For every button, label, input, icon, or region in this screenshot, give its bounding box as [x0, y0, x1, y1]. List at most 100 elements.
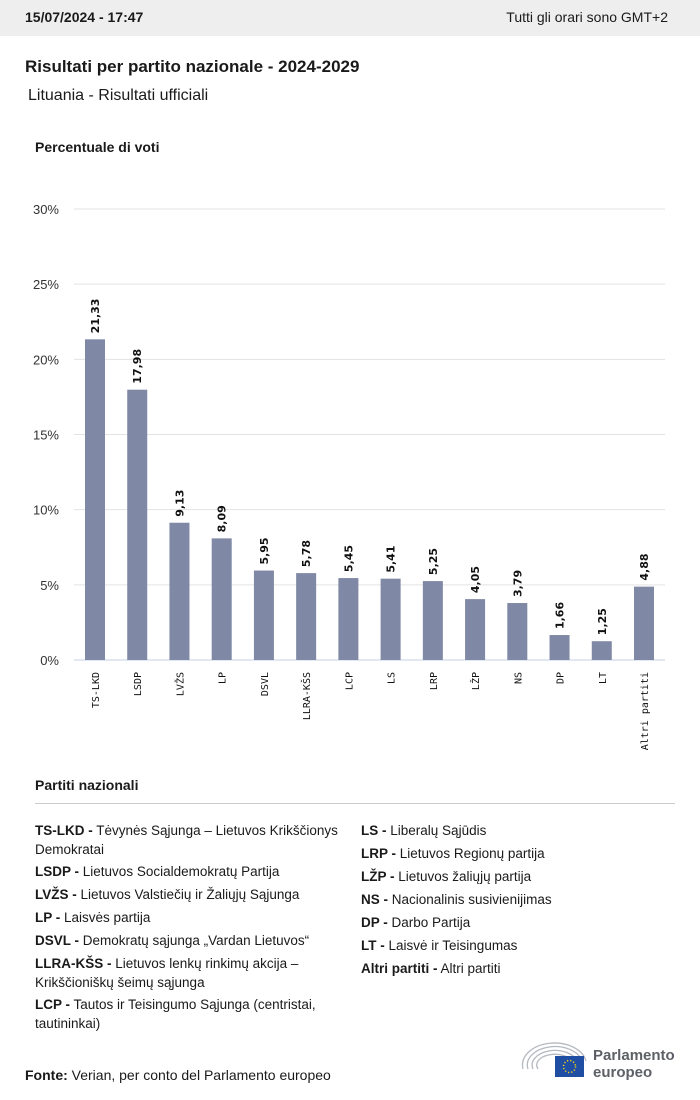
legend-name: Tautos ir Teisingumo Sąjunga (centristai… [35, 997, 316, 1031]
legend-item: TS-LKD - Tėvynės Sąjunga – Lietuvos Krik… [35, 821, 350, 859]
legend-abbr: DP - [361, 915, 388, 930]
legend-abbr: LP - [35, 910, 61, 925]
y-axis-label: Percentuale di voti [35, 139, 160, 155]
legend-name: Tėvynės Sąjunga – Lietuvos Krikščionys D… [35, 823, 338, 857]
x-tick-label: LLRA-KŠS [300, 672, 313, 720]
bar [380, 578, 401, 660]
x-tick-label: LSDP [133, 672, 144, 696]
legend-abbr: LS - [361, 823, 387, 838]
x-tick-label: Altri partiti [640, 672, 651, 750]
legend-name: Lietuvos Regionų partija [399, 846, 545, 861]
logo-text: europeo [593, 1064, 653, 1081]
parliament-hemicycle-icon [521, 1042, 587, 1077]
data-label: 8,09 [216, 505, 229, 532]
data-label: 21,33 [89, 299, 102, 334]
legend-item: LVŽS - Lietuvos Valstiečių ir Žaliųjų Są… [35, 885, 350, 904]
x-tick-label: DSVL [260, 672, 271, 696]
legend-abbr: LLRA-KŠS - [35, 956, 112, 971]
data-label: 4,88 [638, 553, 651, 580]
data-label: 5,95 [258, 537, 271, 564]
legend-divider [35, 803, 675, 804]
x-tick-label: LVŽS [173, 672, 186, 696]
timezone-note: Tutti gli orari sono GMT+2 [506, 9, 668, 25]
y-tick-label: 5% [40, 578, 59, 593]
legend-item: LRP - Lietuvos Regionų partija [361, 844, 661, 863]
y-tick-label: 15% [33, 428, 59, 443]
legend-abbr: LCP - [35, 997, 71, 1012]
bar [127, 389, 148, 660]
legend-name: Darbo Partija [391, 915, 471, 930]
legend-item: LŽP - Lietuvos žaliųjų partija [361, 867, 661, 886]
legend-item: LSDP - Lietuvos Socialdemokratų Partija [35, 862, 350, 881]
bar [253, 570, 274, 660]
y-tick-label: 20% [33, 352, 59, 367]
ep-logo: Parlamento europeo [520, 1041, 680, 1081]
legend-item: DP - Darbo Partija [361, 913, 661, 932]
legend-abbr: Altri partiti - [361, 961, 438, 976]
datetime: 15/07/2024 - 17:47 [25, 9, 144, 25]
page-title: Risultati per partito nazionale - 2024-2… [25, 57, 360, 76]
y-tick-label: 0% [40, 653, 59, 668]
source-label: Fonte: [25, 1067, 68, 1083]
legend-item: LT - Laisvė ir Teisingumas [361, 936, 661, 955]
legend-item: LP - Laisvės partija [35, 908, 350, 927]
legend-item: LLRA-KŠS - Lietuvos lenkų rinkimų akcija… [35, 954, 350, 992]
x-tick-label: LCP [344, 672, 355, 690]
page-subtitle: Lituania - Risultati ufficiali [28, 87, 209, 104]
source-note: Fonte: Verian, per conto del Parlamento … [25, 1067, 331, 1083]
legend-abbr: LRP - [361, 846, 397, 861]
data-label: 5,25 [427, 548, 440, 575]
data-label: 5,78 [300, 540, 313, 567]
legend-name: Nacionalinis susivienijimas [391, 892, 552, 907]
legend-item: LS - Liberalų Sąjūdis [361, 821, 661, 840]
legend-abbr: DSVL - [35, 933, 80, 948]
data-label: 4,05 [469, 566, 482, 593]
logo-text: Parlamento [593, 1047, 675, 1064]
bar [465, 599, 486, 660]
legend-item: DSVL - Demokratų sąjunga „Vardan Lietuvo… [35, 931, 350, 950]
legend-abbr: LT - [361, 938, 385, 953]
data-label: 17,98 [131, 349, 144, 384]
legend-item: Altri partiti - Altri partiti [361, 959, 661, 978]
bar-chart: 0%5%10%15%20%25%30%21,33TS-LKD17,98LSDP9… [33, 202, 665, 750]
data-label: 5,41 [385, 546, 398, 573]
x-tick-label: NS [513, 672, 524, 684]
legend-name: Lietuvos lenkų rinkimų akcija – Krikščio… [35, 956, 299, 990]
data-label: 1,66 [554, 602, 567, 629]
bar [422, 581, 443, 660]
y-tick-label: 10% [33, 503, 59, 518]
legend-name: Laisvė ir Teisingumas [388, 938, 518, 953]
legend-title: Partiti nazionali [35, 777, 139, 793]
bar [169, 522, 190, 660]
bar [507, 603, 528, 660]
legend-name: Lietuvos Valstiečių ir Žaliųjų Sąjunga [80, 887, 300, 902]
legend-abbr: LSDP - [35, 864, 80, 879]
x-tick-label: LP [218, 672, 229, 684]
legend-abbr: TS-LKD - [35, 823, 93, 838]
x-tick-label: LT [598, 672, 609, 684]
legend-abbr: LVŽS - [35, 887, 77, 902]
legend-name: Laisvės partija [64, 910, 151, 925]
legend-abbr: NS - [361, 892, 388, 907]
legend-name: Liberalų Sąjūdis [390, 823, 487, 838]
legend-item: NS - Nacionalinis susivienijimas [361, 890, 661, 909]
x-tick-label: LRP [429, 672, 440, 690]
legend-item: LCP - Tautos ir Teisingumo Sąjunga (cent… [35, 995, 350, 1033]
legend-name: Altri partiti [440, 961, 501, 976]
data-label: 3,79 [511, 570, 524, 597]
source-text: Verian, per conto del Parlamento europeo [71, 1067, 331, 1083]
bar [634, 586, 654, 660]
bar [85, 339, 105, 660]
top-bar: 15/07/2024 - 17:47 Tutti gli orari sono … [0, 0, 700, 36]
x-tick-label: DP [556, 672, 567, 684]
legend-name: Lietuvos žaliųjų partija [398, 869, 532, 884]
data-label: 5,45 [342, 545, 355, 572]
x-tick-label: TS-LKD [91, 672, 102, 708]
data-label: 9,13 [173, 490, 186, 517]
bar [296, 573, 317, 660]
x-tick-label: LS [387, 672, 398, 684]
x-tick-label: LŽP [469, 672, 482, 690]
legend-abbr: LŽP - [361, 869, 395, 884]
bar [338, 578, 359, 660]
y-tick-label: 30% [33, 202, 59, 217]
